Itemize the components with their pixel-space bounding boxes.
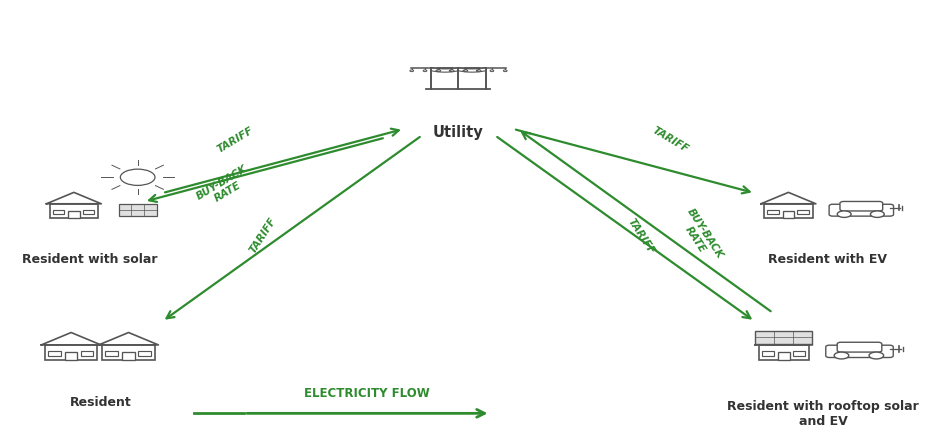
Text: TARIFF: TARIFF: [650, 125, 691, 154]
Bar: [122, 352, 134, 361]
Text: BUY-BACK
RATE: BUY-BACK RATE: [676, 206, 725, 267]
Bar: [783, 211, 794, 218]
Circle shape: [120, 169, 155, 185]
Bar: [756, 331, 812, 343]
FancyBboxPatch shape: [840, 201, 883, 211]
Circle shape: [437, 70, 441, 72]
Bar: [767, 210, 778, 214]
Text: Resident: Resident: [70, 396, 132, 409]
Text: TARIFF: TARIFF: [247, 216, 277, 256]
Bar: [793, 351, 805, 356]
Bar: [105, 351, 118, 356]
Bar: [65, 352, 77, 361]
Bar: [102, 345, 155, 361]
Circle shape: [838, 211, 851, 218]
Bar: [53, 210, 64, 214]
Bar: [50, 204, 98, 218]
Circle shape: [870, 352, 884, 359]
Circle shape: [423, 70, 427, 72]
Circle shape: [449, 70, 453, 72]
FancyBboxPatch shape: [825, 345, 893, 357]
Bar: [118, 204, 157, 216]
Text: TARIFF: TARIFF: [625, 216, 656, 256]
Bar: [81, 351, 93, 356]
Circle shape: [450, 70, 454, 72]
Text: ELECTRICITY FLOW: ELECTRICITY FLOW: [305, 387, 431, 400]
Circle shape: [464, 70, 468, 72]
Text: BUY-BACK
RATE: BUY-BACK RATE: [195, 163, 256, 212]
Text: Utility: Utility: [433, 125, 484, 140]
FancyBboxPatch shape: [838, 342, 882, 352]
Bar: [777, 352, 790, 360]
Circle shape: [436, 70, 440, 72]
Bar: [83, 210, 94, 214]
Text: Resident with rooftop solar
and EV: Resident with rooftop solar and EV: [728, 400, 919, 428]
Bar: [45, 345, 98, 361]
Text: Resident with EV: Resident with EV: [768, 253, 887, 266]
Circle shape: [477, 70, 480, 72]
Text: Resident with solar: Resident with solar: [22, 253, 157, 266]
Circle shape: [834, 352, 849, 359]
Text: TARIFF: TARIFF: [215, 125, 256, 154]
Bar: [68, 211, 80, 218]
Circle shape: [504, 70, 507, 72]
Circle shape: [463, 70, 467, 72]
Circle shape: [490, 70, 494, 72]
Circle shape: [478, 70, 481, 72]
Bar: [797, 210, 808, 214]
Circle shape: [410, 70, 414, 72]
Circle shape: [870, 211, 885, 218]
Bar: [138, 351, 150, 356]
Bar: [764, 204, 812, 218]
Bar: [759, 345, 809, 360]
Bar: [48, 351, 61, 356]
Bar: [761, 351, 774, 356]
FancyBboxPatch shape: [829, 204, 894, 216]
